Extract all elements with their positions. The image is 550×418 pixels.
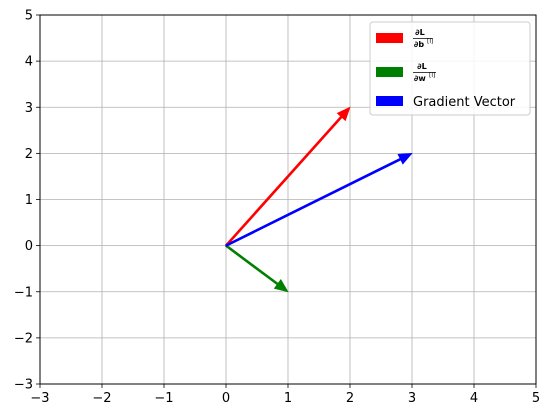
legend-dw-denominator: ∂w: [414, 74, 426, 83]
legend-db-superscript: [l]: [427, 38, 433, 45]
x-tick-label: −2: [92, 391, 111, 406]
legend-dw-numerator: ∂L: [417, 62, 426, 71]
x-tick-label: 4: [470, 391, 478, 406]
arrow-dl-dw: [224, 244, 289, 293]
y-tick-label: −1: [14, 285, 33, 300]
y-tick-label: 5: [25, 9, 33, 24]
legend-frame: [369, 21, 531, 116]
y-tick-label: −2: [14, 331, 33, 346]
legend-db-denominator: ∂b: [414, 40, 424, 49]
legend-entry-db: ∂L ∂b [l]: [376, 28, 433, 49]
y-tick-label: 4: [25, 55, 33, 70]
legend-entry-dw: ∂L ∂w [l]: [376, 62, 436, 83]
x-tick-label: 5: [532, 391, 540, 406]
y-tick-label: 1: [25, 193, 33, 208]
legend-entry-gradient: Gradient Vector: [376, 95, 516, 110]
legend-swatch-db: [376, 33, 403, 43]
x-tick-label: 1: [284, 391, 292, 406]
legend: ∂L ∂b [l] ∂L ∂w [l] Gradient Vector: [369, 21, 531, 116]
x-tick-label: −1: [154, 391, 173, 406]
arrow-dl-db: [224, 106, 351, 247]
y-tick-label: −3: [14, 378, 33, 393]
legend-dw-superscript: [l]: [429, 72, 435, 79]
arrow-gradient-vector: [225, 153, 413, 247]
y-tick-label: 2: [25, 147, 33, 162]
y-tick-label: 3: [25, 101, 33, 116]
x-tick-label: 0: [222, 391, 230, 406]
x-tick-label: 3: [408, 391, 416, 406]
legend-swatch-gradient: [376, 96, 403, 106]
x-tick-label: −3: [30, 391, 49, 406]
legend-swatch-dw: [376, 67, 403, 77]
legend-db-numerator: ∂L: [415, 28, 424, 37]
arrows: [224, 106, 413, 293]
y-tick-label: 0: [25, 239, 33, 254]
x-tick-label: 2: [346, 391, 354, 406]
axis-ticks: −3 −2 −1 0 1 2 3 4 5 −3 −2 −1 0 1 2 3 4 5: [14, 9, 540, 407]
legend-label-gradient: Gradient Vector: [413, 95, 516, 110]
